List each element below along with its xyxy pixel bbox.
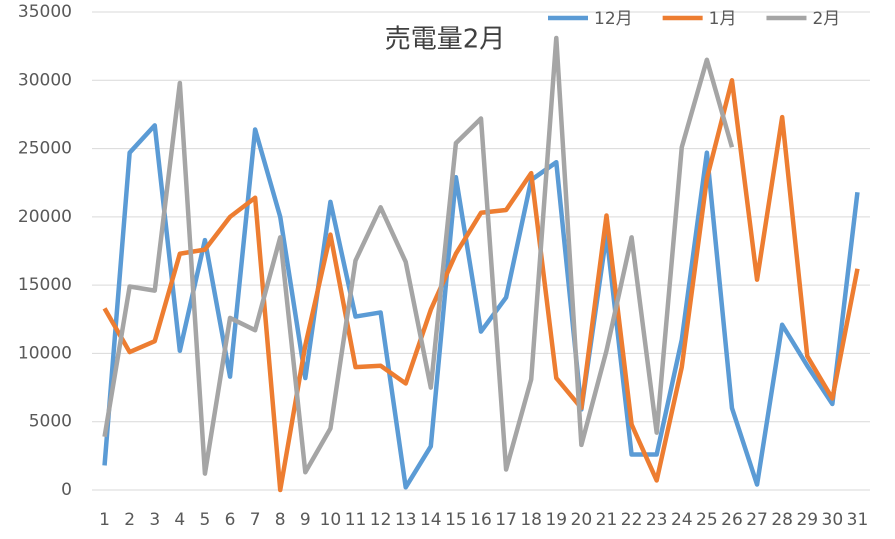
x-tick-label: 9 <box>300 510 311 530</box>
x-tick-label: 25 <box>696 510 718 530</box>
y-tick-label: 20000 <box>18 207 72 227</box>
x-tick-label: 4 <box>174 510 185 530</box>
legend-label: 12月 <box>594 9 633 29</box>
x-tick-label: 29 <box>796 510 818 530</box>
x-tick-label: 27 <box>746 510 768 530</box>
x-tick-label: 19 <box>545 510 567 530</box>
x-tick-label: 20 <box>571 510 593 530</box>
x-tick-label: 8 <box>275 510 286 530</box>
y-tick-label: 15000 <box>18 275 72 295</box>
legend-label: 1月 <box>709 9 737 29</box>
x-tick-label: 21 <box>596 510 618 530</box>
y-tick-label: 30000 <box>18 70 72 90</box>
y-tick-label: 25000 <box>18 139 72 159</box>
x-tick-label: 12 <box>370 510 392 530</box>
series-line <box>102 123 860 490</box>
x-tick-label: 14 <box>420 510 442 530</box>
x-tick-label: 11 <box>345 510 367 530</box>
series-line <box>102 35 735 476</box>
x-tick-label: 6 <box>225 510 236 530</box>
y-tick-label: 0 <box>61 480 72 500</box>
x-tick-label: 7 <box>250 510 261 530</box>
x-tick-label: 13 <box>395 510 417 530</box>
x-tick-label: 18 <box>520 510 542 530</box>
x-tick-label: 23 <box>646 510 668 530</box>
x-tick-label: 30 <box>822 510 844 530</box>
chart-title: 売電量2月 <box>385 25 506 55</box>
x-tick-label: 3 <box>149 510 160 530</box>
x-tick-label: 24 <box>671 510 693 530</box>
x-tick-label: 22 <box>621 510 643 530</box>
x-tick-label: 26 <box>721 510 743 530</box>
x-tick-label: 5 <box>200 510 211 530</box>
y-tick-label: 5000 <box>29 412 72 432</box>
series-line <box>102 78 860 493</box>
x-tick-label: 17 <box>495 510 517 530</box>
y-tick-label: 35000 <box>18 2 72 22</box>
x-tick-label: 10 <box>320 510 342 530</box>
x-tick-label: 2 <box>124 510 135 530</box>
x-tick-label: 28 <box>771 510 793 530</box>
x-tick-label: 1 <box>99 510 110 530</box>
y-tick-label: 10000 <box>18 343 72 363</box>
x-tick-label: 15 <box>445 510 467 530</box>
x-tick-label: 31 <box>847 510 869 530</box>
legend-label: 2月 <box>812 9 840 29</box>
x-tick-label: 16 <box>470 510 492 530</box>
